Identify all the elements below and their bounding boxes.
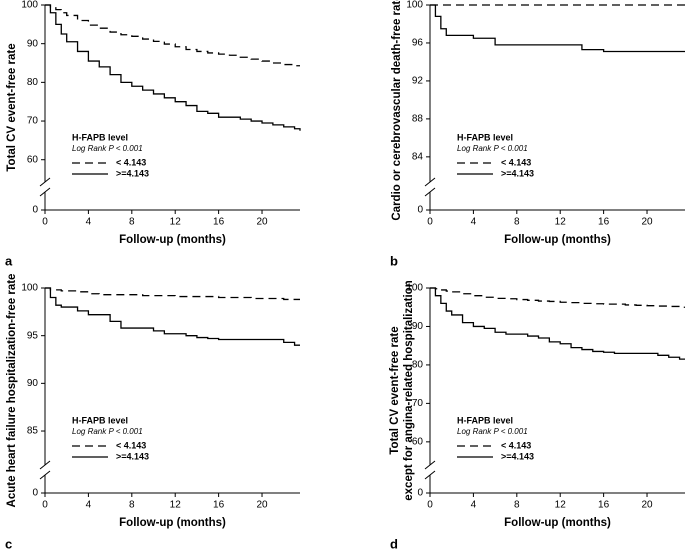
x-tick-label: 20 <box>641 500 653 511</box>
y-axis-label: Total CV event-free rate <box>6 43 18 171</box>
legend-label: >=4.143 <box>501 168 534 178</box>
y-tick-label: 92 <box>412 76 424 87</box>
axis-break <box>39 177 51 197</box>
x-tick-label: 0 <box>42 217 48 228</box>
y-axis <box>429 288 685 494</box>
y-tick-label: 85 <box>27 426 39 437</box>
y-axis-label: except for angina-related hospitalizatio… <box>403 280 415 500</box>
survival-line <box>45 287 300 301</box>
x-tick-label: 16 <box>598 500 610 511</box>
legend-label: >=4.143 <box>116 451 149 461</box>
x-tick-label: 8 <box>129 217 135 228</box>
y-tick-label: 96 <box>412 38 424 49</box>
x-tick-label: 20 <box>256 500 268 511</box>
x-axis-label: Follow-up (months) <box>119 234 226 246</box>
legend-subtitle: Log Rank P < 0.001 <box>457 427 528 436</box>
x-tick-label: 16 <box>598 217 610 228</box>
survival-line <box>45 287 300 346</box>
axis-break <box>39 460 51 480</box>
x-tick-label: 8 <box>514 500 520 511</box>
x-tick-label: 12 <box>170 217 182 228</box>
y-tick-label: 100 <box>21 0 38 11</box>
y-tick-label: 0 <box>32 488 38 499</box>
y-axis-label: Acute heart failure hospitalization-free… <box>6 274 18 508</box>
x-tick-label: 12 <box>555 500 567 511</box>
x-axis-label: Follow-up (months) <box>504 234 611 246</box>
x-tick-label: 0 <box>42 500 48 511</box>
y-tick-label: 90 <box>412 321 424 332</box>
legend-title: H-FAPB level <box>457 415 513 425</box>
y-tick-label: 60 <box>27 154 39 165</box>
x-tick-label: 16 <box>213 217 225 228</box>
y-tick-label: 90 <box>27 38 39 49</box>
x-tick-label: 8 <box>514 217 520 228</box>
y-tick-label: 60 <box>412 436 424 447</box>
axis-break <box>424 177 436 197</box>
x-tick-label: 4 <box>471 500 477 511</box>
y-axis <box>44 5 300 211</box>
panel-label: a <box>5 253 13 268</box>
legend-subtitle: Log Rank P < 0.001 <box>72 144 143 153</box>
x-tick-label: 4 <box>86 500 92 511</box>
y-tick-label: 0 <box>32 205 38 216</box>
panel: 0 84 88 92 96 100 0 4 8 12 16 20 Follow-up (months) C… <box>390 0 685 268</box>
panel: 0 60 70 80 90 100 0 4 8 12 16 20 Follow-up (months) T… <box>5 0 301 268</box>
panel: 0 85 90 95 100 0 4 8 12 16 20 Follow-up (months) Acu… <box>5 274 300 551</box>
y-tick-label: 80 <box>27 77 39 88</box>
y-tick-label: 90 <box>27 378 39 389</box>
y-tick-label: 100 <box>21 283 38 294</box>
y-tick-label: 95 <box>27 330 39 341</box>
x-axis-label: Follow-up (months) <box>119 517 226 529</box>
survival-line <box>430 287 685 360</box>
legend-label: < 4.143 <box>116 440 146 450</box>
y-tick-label: 100 <box>406 0 423 11</box>
y-axis-label: Cardio or cerebrovascular death-free rat… <box>391 0 403 221</box>
x-tick-label: 20 <box>256 217 268 228</box>
x-tick-label: 8 <box>129 500 135 511</box>
y-tick-label: 0 <box>417 488 423 499</box>
y-tick-label: 100 <box>406 283 423 294</box>
x-tick-label: 4 <box>471 217 477 228</box>
y-tick-label: 70 <box>27 116 39 127</box>
panel: 0 60 70 80 90 100 0 4 8 12 16 20 Follow-up (months) T… <box>389 280 685 551</box>
legend-label: < 4.143 <box>501 157 531 167</box>
survival-line <box>45 4 300 67</box>
y-tick-label: 88 <box>412 114 424 125</box>
y-axis <box>44 288 300 494</box>
legend-label: < 4.143 <box>116 157 146 167</box>
legend-title: H-FAPB level <box>72 415 128 425</box>
x-axis-label: Follow-up (months) <box>504 517 611 529</box>
x-tick-label: 12 <box>170 500 182 511</box>
panel-label: c <box>5 536 12 551</box>
x-tick-label: 4 <box>86 217 92 228</box>
y-tick-label: 70 <box>412 398 424 409</box>
x-tick-label: 0 <box>427 217 433 228</box>
y-tick-label: 84 <box>412 151 424 162</box>
legend-title: H-FAPB level <box>72 132 128 142</box>
y-tick-label: 80 <box>412 360 424 371</box>
y-tick-label: 0 <box>417 205 423 216</box>
x-tick-label: 12 <box>555 217 567 228</box>
x-tick-label: 0 <box>427 500 433 511</box>
legend-label: < 4.143 <box>501 440 531 450</box>
x-tick-label: 20 <box>641 217 653 228</box>
panel-label: b <box>390 253 398 268</box>
survival-line <box>430 4 685 53</box>
legend-title: H-FAPB level <box>457 132 513 142</box>
survival-line <box>45 4 301 131</box>
legend-subtitle: Log Rank P < 0.001 <box>72 427 143 436</box>
x-tick-label: 16 <box>213 500 225 511</box>
legend-label: >=4.143 <box>116 168 149 178</box>
panel-label: d <box>390 536 398 551</box>
legend-subtitle: Log Rank P < 0.001 <box>457 144 528 153</box>
legend-label: >=4.143 <box>501 451 534 461</box>
axis-break <box>424 460 436 480</box>
y-axis-label: Total CV event-free rate <box>389 326 401 454</box>
survival-line <box>430 287 685 308</box>
